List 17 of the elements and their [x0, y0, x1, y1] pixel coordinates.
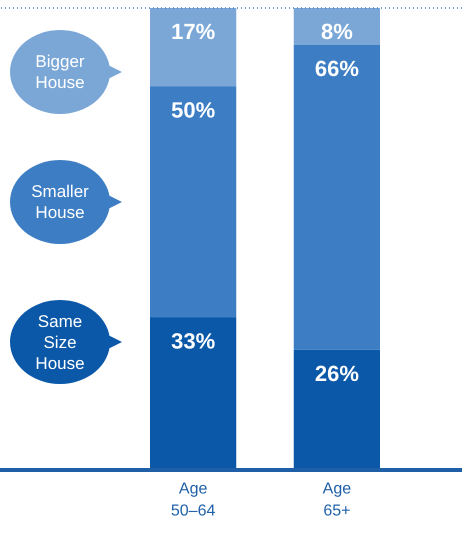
bar [150, 8, 236, 87]
data-label: 66% [314, 56, 359, 81]
bar [150, 318, 236, 470]
legend-label: Bigger House [34, 51, 86, 93]
data-label: 26% [314, 360, 359, 386]
data-label: 17% [171, 19, 216, 44]
bar [294, 350, 380, 470]
data-label: 50% [171, 98, 216, 123]
legend-label: Smaller House [30, 181, 90, 223]
x-tick-label: Age 65+ [322, 480, 352, 520]
bar [294, 44, 380, 350]
x-tick-label: Age 50–64 [170, 480, 216, 520]
data-label: 8% [320, 19, 353, 44]
legend-label: Same Size House [34, 310, 86, 374]
bar [150, 86, 236, 318]
data-label: 33% [171, 328, 216, 354]
bar [294, 8, 380, 45]
